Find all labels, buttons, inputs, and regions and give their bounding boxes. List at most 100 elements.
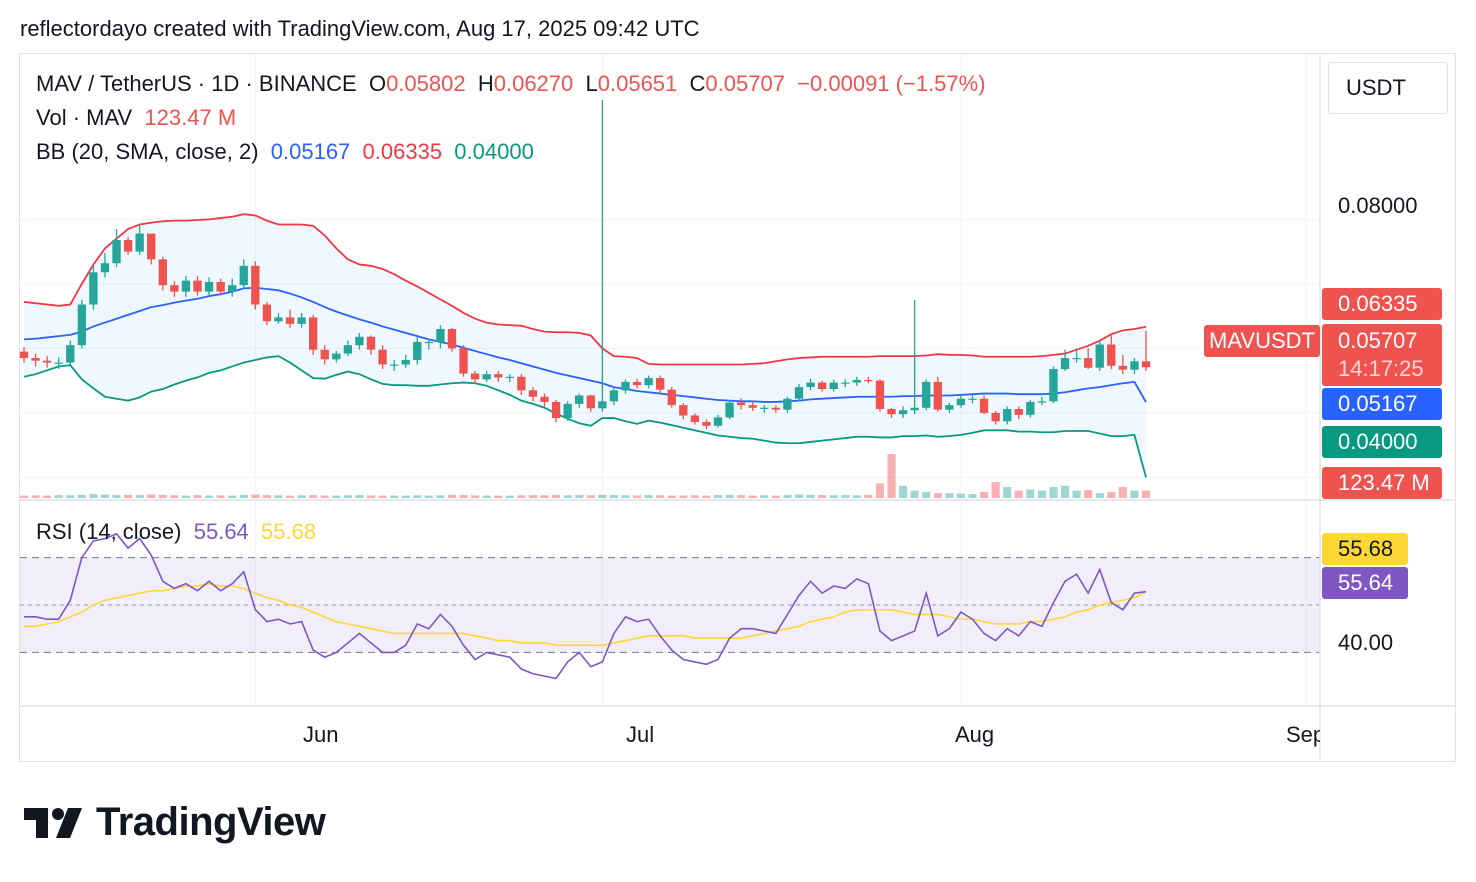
candle-body bbox=[135, 233, 144, 252]
volume-bar bbox=[956, 493, 965, 498]
volume-bar bbox=[320, 495, 329, 498]
candle-body bbox=[297, 317, 306, 324]
candle-body bbox=[366, 336, 376, 350]
candle-body bbox=[1130, 361, 1139, 370]
volume-bar bbox=[54, 495, 63, 498]
volume-bar bbox=[528, 495, 537, 498]
volume-bar bbox=[910, 490, 919, 498]
time-label-sep: Sep bbox=[1286, 722, 1320, 747]
legend-high-label: H bbox=[477, 71, 494, 96]
candle-body bbox=[598, 401, 607, 409]
candle-body bbox=[968, 398, 977, 400]
tradingview-logo[interactable]: TradingView bbox=[24, 800, 326, 845]
volume-bar bbox=[494, 495, 503, 498]
volume-bar bbox=[702, 495, 711, 498]
legend-rsi-ma: 55.68 bbox=[261, 519, 317, 544]
volume-bar bbox=[1060, 485, 1070, 498]
legend-rsi: RSI (14, close) 55.64 55.68 bbox=[36, 519, 316, 545]
volume-bar bbox=[806, 494, 815, 498]
volume-bar bbox=[390, 495, 399, 498]
bb-fill bbox=[24, 214, 1146, 478]
candle-body bbox=[389, 364, 399, 366]
volume-bar bbox=[609, 495, 618, 498]
legend-low-label: L bbox=[585, 71, 598, 96]
volume-bar bbox=[621, 495, 630, 498]
volume-bar bbox=[274, 495, 283, 498]
legend-volume: Vol · MAV 123.47 M bbox=[36, 105, 236, 131]
volume-bar bbox=[147, 494, 156, 498]
legend-high-value: 0.06270 bbox=[493, 71, 574, 96]
candle-body bbox=[575, 395, 584, 404]
candle-body bbox=[771, 407, 781, 410]
volume-bar bbox=[424, 495, 433, 498]
volume-bar bbox=[818, 495, 827, 498]
candle-body bbox=[1107, 344, 1116, 366]
bar-countdown: 14:17:25 bbox=[1338, 356, 1424, 381]
legend-vol-label: Vol · MAV bbox=[36, 105, 133, 130]
candle-body bbox=[586, 395, 595, 409]
candle-body bbox=[1026, 401, 1035, 415]
candle-body bbox=[251, 265, 260, 305]
bb-upper-line bbox=[23, 213, 1147, 366]
candle-body bbox=[470, 373, 480, 380]
currency-selector[interactable]: USDT bbox=[1328, 62, 1448, 114]
volume-bar bbox=[829, 495, 838, 498]
candle-body bbox=[1060, 358, 1070, 370]
volume-tag: 123.47 M bbox=[1322, 467, 1442, 499]
volume-bar bbox=[679, 495, 688, 498]
legend-bb-lower: 0.04000 bbox=[454, 139, 534, 164]
volume-bar bbox=[471, 495, 480, 498]
volume-bar bbox=[228, 495, 237, 498]
volume-bar bbox=[181, 495, 190, 498]
candle-body bbox=[123, 240, 133, 252]
grid-lines bbox=[20, 55, 1320, 705]
candle-body bbox=[181, 280, 191, 292]
candle-body bbox=[42, 360, 52, 363]
candle-body bbox=[343, 345, 353, 354]
candle-body bbox=[239, 265, 248, 286]
candle-body bbox=[609, 390, 619, 402]
candle-body bbox=[1095, 344, 1104, 368]
candle-body bbox=[413, 341, 422, 360]
volume-bar bbox=[575, 495, 584, 498]
rsi-tick-label: 40.00 bbox=[1338, 630, 1394, 655]
volume-bar bbox=[31, 495, 40, 498]
volume-bar bbox=[1037, 490, 1046, 498]
candle-body bbox=[459, 348, 468, 374]
candle-body bbox=[540, 396, 549, 402]
volume-bar bbox=[447, 494, 457, 498]
candle-body bbox=[1037, 401, 1047, 403]
candle-body bbox=[667, 389, 676, 406]
volume-bar bbox=[1130, 490, 1139, 498]
candle-body bbox=[285, 317, 295, 324]
volume-bar bbox=[852, 495, 861, 498]
volume-bar bbox=[1003, 487, 1012, 498]
candle-body bbox=[783, 398, 792, 410]
volume-bar bbox=[713, 495, 723, 498]
candle-body bbox=[147, 233, 156, 260]
candle-body bbox=[922, 381, 931, 408]
candle-body bbox=[274, 317, 283, 322]
candle-body bbox=[89, 272, 98, 305]
candle-body bbox=[528, 390, 538, 397]
symbol-tag: MAVUSDT bbox=[1204, 325, 1320, 357]
legend-ohlc: MAV / TetherUS · 1D · BINANCE O0.05802 H… bbox=[36, 71, 986, 97]
candle-body bbox=[494, 374, 503, 378]
legend-close-label: C bbox=[689, 71, 706, 96]
volume-bar bbox=[633, 495, 642, 498]
legend-change: −0.00091 (−1.57%) bbox=[797, 71, 986, 96]
axis-lines bbox=[20, 55, 1455, 760]
candle-body bbox=[702, 421, 711, 426]
candle-body bbox=[794, 387, 804, 399]
volume-bar bbox=[112, 495, 121, 498]
volume-bar bbox=[378, 495, 387, 498]
candle-body bbox=[656, 378, 665, 390]
candle-body bbox=[806, 382, 815, 388]
rsi-pane bbox=[20, 532, 1320, 680]
volume-bar bbox=[124, 494, 133, 498]
volume-bar bbox=[1026, 489, 1035, 498]
volume-bar bbox=[135, 495, 144, 498]
legend-bb-label: BB (20, SMA, close, 2) bbox=[36, 139, 259, 164]
candle-body bbox=[204, 281, 214, 292]
